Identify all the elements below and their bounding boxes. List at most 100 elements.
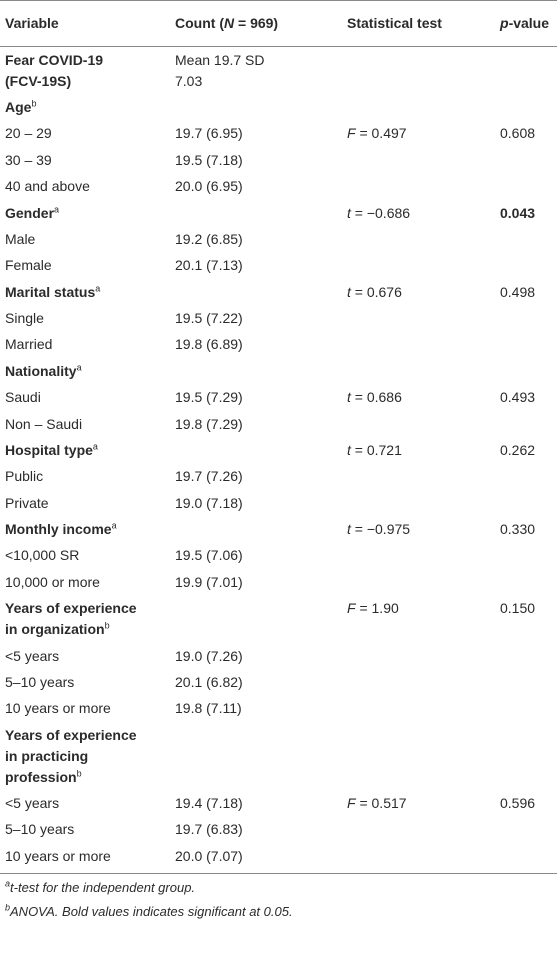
variable-cell: 40 and above — [0, 174, 170, 200]
table-row: 10 years or more 19.8 (7.11) — [0, 696, 557, 722]
variable: <5 years — [5, 795, 60, 812]
p-cell — [495, 47, 557, 95]
header-text: = 969) — [234, 15, 279, 31]
count-cell: 19.0 (7.18) — [170, 490, 342, 516]
table-body: Fear COVID-19 (FCV-19S) Mean 19.7 SD 7.03… — [0, 47, 557, 874]
variable-wrap: Male — [5, 229, 137, 250]
variable-wrap: Years of experience in practicing profes… — [5, 725, 137, 788]
test-cell: t = 0.721 — [342, 437, 495, 463]
variable-cell: <5 years — [0, 790, 170, 816]
footnote: at-test for the independent group. — [0, 874, 557, 898]
variable: Fear COVID-19 (FCV-19S) — [5, 51, 104, 89]
test-symbol: F — [347, 795, 356, 812]
variable-wrap: Saudi — [5, 387, 137, 408]
table-row: 5–10 years 19.7 (6.83) — [0, 817, 557, 843]
variable-cell: Nationalitya — [0, 358, 170, 384]
count: Mean 19.7 SD 7.03 — [175, 51, 265, 89]
table-row: Single 19.5 (7.22) — [0, 305, 557, 331]
test-cell — [342, 569, 495, 595]
p-cell — [495, 464, 557, 490]
count: 19.5 (7.29) — [175, 389, 243, 406]
count-cell: 19.5 (7.29) — [170, 385, 342, 411]
variable: Nationality — [5, 362, 77, 379]
footnote-mark: a — [54, 203, 60, 214]
variable-cell: Private — [0, 490, 170, 516]
header-text: Variable — [5, 15, 59, 31]
variable-cell: Marital statusa — [0, 279, 170, 305]
variable: 5–10 years — [5, 821, 75, 838]
variable-wrap: Female — [5, 255, 137, 276]
header-cell: Variable — [0, 0, 170, 47]
test-cell — [342, 722, 495, 790]
variable-wrap: Marital statusa — [5, 282, 137, 303]
test-symbol: t — [347, 283, 351, 300]
variable: Male — [5, 230, 36, 247]
data-table: Variable Count (N = 969) Statistical test p… — [0, 0, 557, 874]
footnote-mark: b — [104, 620, 110, 631]
test-cell — [342, 147, 495, 173]
variable-cell: Married — [0, 332, 170, 358]
count-cell: 19.5 (7.22) — [170, 305, 342, 331]
table-row: Nationalitya — [0, 358, 557, 384]
header-text: -value — [508, 15, 550, 31]
test-cell — [342, 332, 495, 358]
variable-wrap: Public — [5, 466, 137, 487]
variable: Monthly income — [5, 521, 112, 538]
variable: 40 and above — [5, 178, 90, 195]
p-cell — [495, 147, 557, 173]
variable: 10 years or more — [5, 700, 111, 717]
variable-cell: Fear COVID-19 (FCV-19S) — [0, 47, 170, 95]
variable: 10 years or more — [5, 847, 111, 864]
test-symbol: t — [347, 521, 351, 538]
table-row: Gendera t = −0.686 0.043 — [0, 200, 557, 226]
variable-wrap: Single — [5, 308, 137, 329]
variable-cell: Female — [0, 253, 170, 279]
count-cell: 20.1 (7.13) — [170, 253, 342, 279]
variable-wrap: 10 years or more — [5, 698, 137, 719]
p-cell — [495, 817, 557, 843]
test-symbol: F — [347, 600, 356, 617]
p-cell — [495, 569, 557, 595]
table-row: Ageb — [0, 94, 557, 120]
variable-cell: Single — [0, 305, 170, 331]
table-row: Saudi 19.5 (7.29) t = 0.686 0.493 — [0, 385, 557, 411]
variable: Female — [5, 257, 52, 274]
count-cell: 19.7 (6.83) — [170, 817, 342, 843]
table-row: Monthly incomea t = −0.975 0.330 — [0, 516, 557, 542]
p-cell — [495, 696, 557, 722]
count: 20.1 (6.82) — [175, 673, 243, 690]
p-cell — [495, 643, 557, 669]
test-value: = 0.517 — [359, 795, 407, 812]
variable-cell: Public — [0, 464, 170, 490]
count-cell: 19.8 (7.11) — [170, 696, 342, 722]
p-cell: 0.498 — [495, 279, 557, 305]
test-cell — [342, 47, 495, 95]
p-cell: 0.043 — [495, 200, 557, 226]
variable-cell: Non – Saudi — [0, 411, 170, 437]
p-cell — [495, 174, 557, 200]
p-cell: 0.608 — [495, 121, 557, 147]
p-cell — [495, 94, 557, 120]
variable: Marital status — [5, 283, 96, 300]
p-value: 0.498 — [500, 283, 536, 300]
count-cell — [170, 722, 342, 790]
header-text: Count ( — [175, 15, 224, 31]
test-cell — [342, 174, 495, 200]
variable-wrap: Private — [5, 493, 137, 514]
variable: 20 – 29 — [5, 125, 52, 142]
variable-wrap: 10 years or more — [5, 846, 137, 867]
table-row: Private 19.0 (7.18) — [0, 490, 557, 516]
footnote-mark: b — [5, 902, 11, 913]
count: 19.5 (7.22) — [175, 310, 243, 327]
count-cell: 19.2 (6.85) — [170, 226, 342, 252]
variable: Public — [5, 468, 44, 485]
count: 19.5 (7.06) — [175, 547, 243, 564]
variable: Age — [5, 99, 32, 116]
variable-wrap: 5–10 years — [5, 672, 137, 693]
variable-cell: 10,000 or more — [0, 569, 170, 595]
test-cell: F = 1.90 — [342, 596, 495, 643]
p-cell: 0.493 — [495, 385, 557, 411]
test-cell — [342, 305, 495, 331]
p-cell — [495, 358, 557, 384]
variable-cell: 30 – 39 — [0, 147, 170, 173]
